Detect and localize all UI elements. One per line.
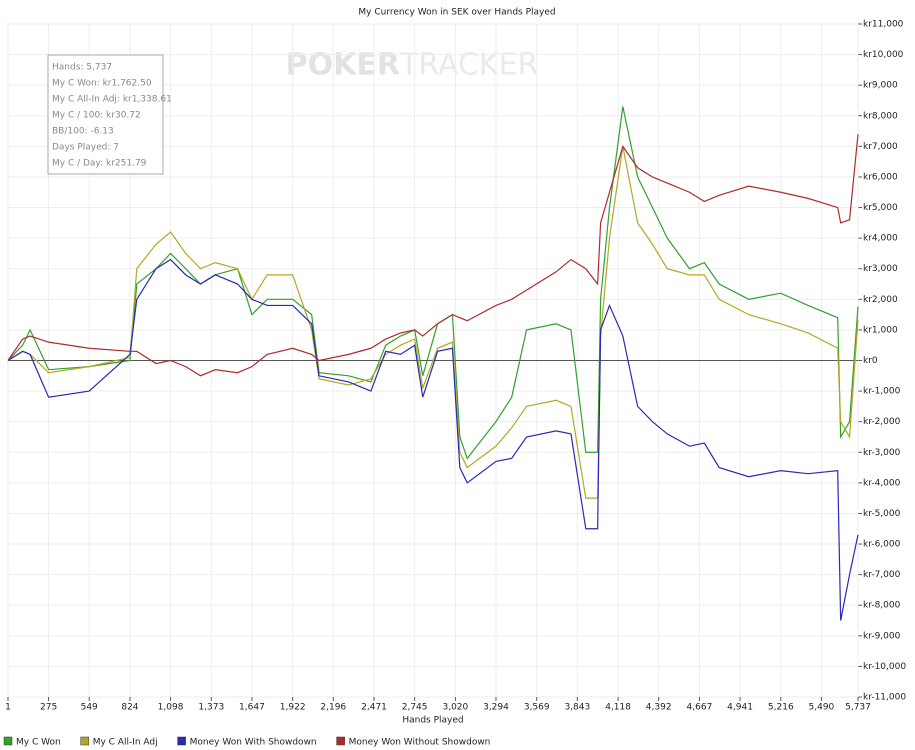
legend-label: My C Won — [16, 738, 61, 748]
watermark: TRACKER — [399, 48, 538, 83]
stats-line: Days Played: 7 — [52, 143, 119, 153]
y-tick-label: kr11,000 — [863, 20, 904, 30]
x-tick-label: 1,098 — [158, 703, 184, 713]
x-tick-label: 824 — [121, 703, 138, 713]
y-tick-label: kr4,000 — [863, 234, 898, 244]
x-tick-label: 5,216 — [768, 703, 794, 713]
y-tick-label: kr10,000 — [863, 50, 904, 60]
x-tick-label: 2,196 — [320, 703, 346, 713]
x-tick-label: 4,667 — [687, 703, 713, 713]
y-tick-label: kr7,000 — [863, 142, 898, 152]
stats-line: My C / 100: kr30.72 — [52, 111, 141, 121]
stats-line: BB/100: -6.13 — [52, 127, 114, 137]
x-tick-label: 3,020 — [442, 703, 468, 713]
stats-line: My C / Day: kr251.79 — [52, 159, 147, 169]
x-tick-label: 4,941 — [727, 703, 753, 713]
y-tick-label: kr8,000 — [863, 111, 898, 121]
y-tick-label: kr3,000 — [863, 264, 898, 274]
legend-label: Money Won With Showdown — [190, 738, 317, 748]
y-tick-label: kr-2,000 — [863, 417, 901, 427]
y-tick-label: kr0 — [863, 356, 878, 366]
y-tick-label: kr-1,000 — [863, 387, 901, 397]
legend-label: Money Won Without Showdown — [349, 738, 491, 748]
x-tick-label: 5,490 — [809, 703, 835, 713]
y-tick-label: kr9,000 — [863, 81, 898, 91]
x-axis-label: Hands Played — [402, 716, 463, 726]
y-tick-label: kr-10,000 — [863, 662, 906, 672]
y-tick-label: kr1,000 — [863, 325, 898, 335]
x-tick-label: 1,373 — [198, 703, 224, 713]
x-tick-label: 1,922 — [280, 703, 306, 713]
stats-line: My C Won: kr1,762.50 — [52, 79, 152, 89]
x-tick-label: 5,737 — [845, 703, 871, 713]
legend-label: My C All-In Adj — [93, 738, 158, 748]
y-tick-label: kr5,000 — [863, 203, 898, 213]
x-tick-label: 1 — [5, 703, 11, 713]
y-tick-label: kr-5,000 — [863, 509, 901, 519]
x-tick-label: 549 — [81, 703, 98, 713]
y-tick-label: kr-9,000 — [863, 631, 901, 641]
x-tick-label: 4,118 — [605, 703, 631, 713]
watermark: POKER — [286, 48, 400, 83]
x-tick-label: 2,471 — [361, 703, 387, 713]
y-tick-label: kr-3,000 — [863, 448, 901, 458]
y-tick-label: kr2,000 — [863, 295, 898, 305]
x-tick-label: 1,647 — [239, 703, 265, 713]
x-tick-label: 3,843 — [564, 703, 590, 713]
y-tick-label: kr-8,000 — [863, 601, 901, 611]
chart-title: My Currency Won in SEK over Hands Played — [358, 8, 555, 18]
legend-swatch — [336, 736, 345, 746]
x-tick-label: 275 — [40, 703, 57, 713]
x-tick-label: 3,569 — [524, 703, 550, 713]
series-line — [7, 134, 859, 377]
legend-swatch — [3, 736, 13, 746]
legend-swatch — [80, 736, 89, 746]
series-line — [7, 258, 859, 621]
y-tick-label: kr-11,000 — [863, 693, 906, 703]
y-tick-label: kr-4,000 — [863, 478, 901, 488]
stats-box — [47, 54, 164, 175]
stats-line: Hands: 5,737 — [52, 63, 112, 73]
y-tick-label: kr-6,000 — [863, 540, 901, 550]
x-tick-label: 2,745 — [402, 703, 428, 713]
series-line — [7, 146, 859, 499]
x-tick-label: 3,294 — [483, 703, 509, 713]
y-tick-label: kr6,000 — [863, 172, 898, 182]
y-tick-label: kr-7,000 — [863, 570, 901, 580]
legend-swatch — [177, 736, 186, 746]
stats-line: My C All-In Adj: kr1,338.61 — [52, 95, 172, 105]
x-tick-label: 4,392 — [646, 703, 672, 713]
